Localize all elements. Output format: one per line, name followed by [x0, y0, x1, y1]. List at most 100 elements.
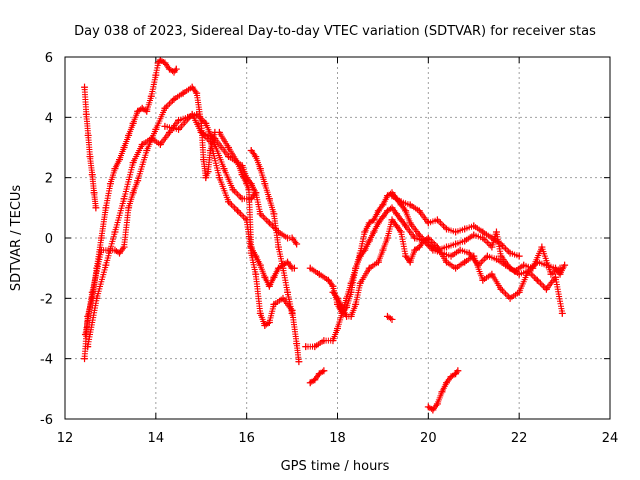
tick-marks [64, 56, 611, 420]
data-point [238, 195, 246, 203]
data-point [288, 234, 296, 242]
data-point [533, 276, 541, 284]
data-point [290, 264, 298, 272]
x-tick-label: 18 [329, 431, 346, 446]
data-point [288, 309, 296, 317]
data-point [265, 318, 273, 326]
data-point [429, 406, 437, 414]
data-point [361, 246, 369, 254]
plot-frame [64, 56, 611, 420]
data-point [329, 337, 337, 345]
data-point [329, 282, 337, 290]
x-tick-label: 16 [238, 431, 255, 446]
data-point [193, 89, 201, 97]
data-point [424, 219, 432, 227]
data-point [225, 144, 232, 151]
data-point [420, 237, 428, 245]
data-point [274, 243, 282, 251]
data-point [261, 321, 269, 329]
data-point [265, 282, 273, 290]
data-point [402, 207, 410, 215]
data-point [454, 367, 462, 375]
data-point [161, 104, 169, 112]
data-point [379, 246, 387, 254]
data-point [352, 300, 360, 308]
data-point [343, 294, 351, 302]
data-point [215, 128, 223, 136]
data-point [558, 309, 566, 317]
y-tick-label: -2 [40, 292, 53, 307]
data-point [506, 294, 514, 302]
data-point [406, 258, 414, 266]
data-point [265, 195, 273, 203]
data-point [393, 222, 401, 230]
data-point [261, 180, 269, 188]
series-track-j [302, 204, 564, 351]
data-point [379, 213, 387, 221]
data-point [247, 243, 255, 251]
data-point [270, 273, 278, 281]
data-point [204, 168, 212, 176]
data-point [81, 355, 89, 363]
data-point [515, 252, 523, 260]
data-point [443, 379, 450, 387]
data-point [143, 107, 151, 115]
data-point [261, 273, 269, 281]
data-point [252, 189, 260, 197]
data-point [125, 131, 133, 139]
data-point [411, 234, 419, 242]
data-point [102, 204, 110, 212]
data-point [447, 373, 455, 381]
data-point [552, 273, 559, 281]
data-point [111, 228, 119, 236]
data-point [452, 240, 460, 248]
data-point [497, 240, 505, 248]
data-point [497, 285, 505, 293]
data-point [406, 219, 414, 227]
data-point [388, 315, 396, 323]
data-point [225, 153, 232, 161]
data-point [515, 288, 523, 296]
y-tick-label: 2 [45, 172, 53, 187]
data-point [374, 219, 382, 227]
y-tick-label: 6 [45, 51, 53, 66]
data-point [488, 234, 496, 242]
data-point [338, 303, 346, 311]
data-point [86, 153, 94, 161]
data-point [284, 288, 292, 296]
series-track-f [197, 128, 301, 248]
data-point [243, 180, 251, 188]
data-point [234, 159, 242, 167]
data-point [120, 195, 128, 203]
data-point [347, 279, 355, 287]
data-point [415, 243, 423, 251]
data-point [256, 261, 264, 269]
data-point [374, 207, 382, 215]
data-point [265, 219, 273, 227]
data-point [492, 255, 500, 263]
data-point [397, 228, 405, 236]
data-point [188, 110, 196, 118]
series-track-d [84, 110, 260, 351]
data-point [88, 171, 96, 179]
data-point [347, 312, 355, 320]
data-point [256, 210, 264, 218]
data-point [415, 207, 423, 215]
y-tick-label: -6 [40, 413, 53, 428]
data-point [479, 228, 487, 236]
series-track-m [306, 367, 328, 387]
data-point [279, 294, 287, 302]
data-point [188, 83, 196, 91]
data-point [492, 228, 500, 236]
data-point [424, 234, 432, 242]
data-point [270, 300, 278, 308]
data-point [120, 144, 128, 151]
data-point [488, 243, 496, 251]
data-point [93, 294, 101, 302]
series-track-a [81, 83, 100, 212]
data-point [165, 65, 173, 73]
data-point [561, 261, 569, 269]
